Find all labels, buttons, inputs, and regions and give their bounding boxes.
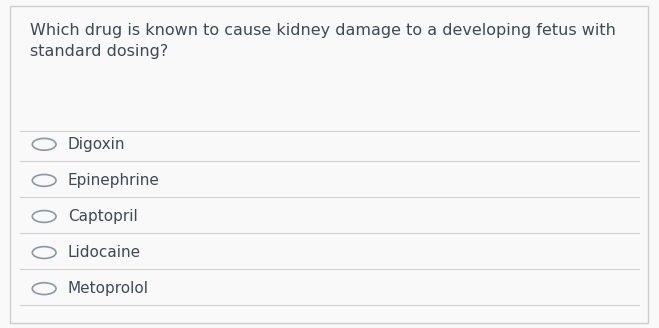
Text: Captopril: Captopril — [68, 209, 138, 224]
Text: Metoprolol: Metoprolol — [68, 281, 149, 296]
Text: Epinephrine: Epinephrine — [68, 173, 159, 188]
Text: Digoxin: Digoxin — [68, 137, 125, 152]
FancyBboxPatch shape — [10, 6, 648, 323]
Text: Lidocaine: Lidocaine — [68, 245, 141, 260]
Text: Which drug is known to cause kidney damage to a developing fetus with
standard d: Which drug is known to cause kidney dama… — [30, 23, 616, 59]
